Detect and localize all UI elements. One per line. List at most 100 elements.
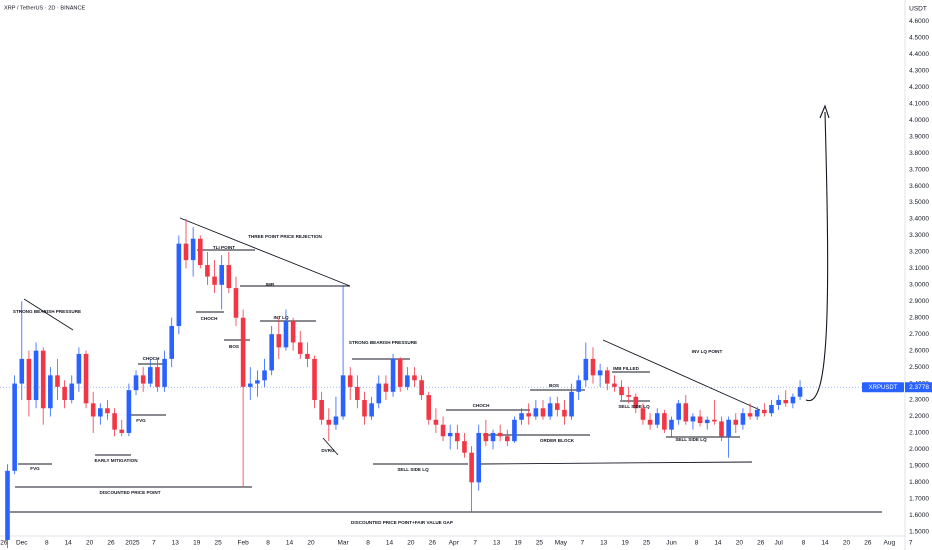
x-tick-label: 19 <box>621 540 629 547</box>
candle-body <box>90 403 96 417</box>
candle-body <box>469 452 474 483</box>
candle-body <box>255 380 260 384</box>
candle-body <box>726 419 731 437</box>
y-tick-label: 3.4000 <box>909 216 929 223</box>
x-tick-label: Mar <box>337 540 349 547</box>
candle-body <box>155 367 160 387</box>
candle-body <box>576 380 582 392</box>
annotation-label: EARLY MITIGATION <box>94 458 138 463</box>
y-tick-label: 1.9000 <box>909 463 929 470</box>
annotation-label: CHOCH <box>143 356 161 361</box>
candle-body <box>604 370 610 384</box>
candle-body <box>654 413 660 425</box>
candle-body <box>597 370 603 376</box>
annotation-label: CHOCH <box>201 316 219 321</box>
y-tick-label: 3.0000 <box>909 282 929 289</box>
candle-body <box>290 321 296 343</box>
annotation-label: STRONG BEARISH PRESSURE <box>349 340 417 345</box>
candle-body <box>526 413 532 417</box>
y-tick-label: 1.6000 <box>909 512 929 519</box>
candle-body <box>176 243 182 326</box>
candle-body <box>540 408 546 417</box>
x-tick-label: Aug <box>884 540 896 547</box>
candle-body <box>512 419 517 442</box>
candle-body <box>133 375 139 391</box>
x-tick-label: Apr <box>449 540 460 547</box>
candle-body <box>504 436 510 442</box>
x-tick-label: 7 <box>580 540 584 547</box>
candle-body <box>205 265 210 277</box>
candle-body <box>162 358 167 387</box>
x-tick-label: 13 <box>600 540 608 547</box>
price-tag-bg <box>905 382 932 393</box>
candle-body <box>405 375 410 387</box>
candle-body <box>169 325 175 359</box>
annotation-label: FVG <box>30 466 40 471</box>
x-tick-label: 14 <box>821 540 829 547</box>
candle-body <box>583 358 589 381</box>
y-tick-label: 4.6000 <box>909 18 929 25</box>
candle-body <box>333 416 339 425</box>
candle-body <box>119 429 125 433</box>
y-tick-label: 2.7000 <box>909 331 929 338</box>
x-tick-label: 8 <box>366 540 370 547</box>
candle-body <box>126 390 132 433</box>
candle-body <box>776 400 781 405</box>
y-tick-label: 2.8000 <box>909 314 929 321</box>
drawing-line <box>23 298 74 331</box>
candle-body <box>704 419 710 424</box>
candle-body <box>247 383 253 387</box>
x-tick-label: 13 <box>172 540 180 547</box>
symbol-tag-bg <box>862 382 904 393</box>
candle-body <box>647 419 653 425</box>
candle-body <box>519 413 524 420</box>
annotation-label: SELL SIDE LQ <box>397 467 429 472</box>
x-tick-label: 20 <box>736 540 744 547</box>
x-tick-label: 14 <box>286 540 294 547</box>
candle-body <box>76 353 82 384</box>
annotation-label: DVRG <box>321 448 335 453</box>
x-tick-label: 26 <box>107 540 115 547</box>
x-tick-label: 8 <box>802 540 806 547</box>
candle-body <box>662 413 667 430</box>
x-tick-label: 14 <box>65 540 73 547</box>
candle-body <box>197 238 203 266</box>
candle-body <box>33 350 39 401</box>
candle-body <box>26 358 32 401</box>
x-tick-label: May <box>555 540 568 547</box>
price-tag: 2.3778 <box>909 384 929 391</box>
candle-body <box>712 419 717 422</box>
y-tick-label: 2.9000 <box>909 298 929 305</box>
candle-body <box>112 413 117 430</box>
annotation-label: BOS <box>229 344 239 349</box>
candle-body <box>40 350 46 409</box>
candle-body <box>383 383 389 392</box>
x-tick-label: 25 <box>643 540 651 547</box>
candle-body <box>619 386 624 396</box>
candle-body <box>212 276 217 285</box>
x-tick-label: 8 <box>266 540 270 547</box>
y-tick-label: 4.0000 <box>909 117 929 124</box>
arrow-head <box>819 104 830 119</box>
candle-body <box>240 317 246 387</box>
candle-body <box>740 413 746 425</box>
candle-body <box>226 265 232 289</box>
candle-body <box>297 342 303 354</box>
candle-body <box>412 375 417 381</box>
candle-body <box>305 353 310 359</box>
candle-body <box>683 403 689 422</box>
candle-body <box>490 432 496 442</box>
candle-body <box>533 408 539 417</box>
candle-body <box>419 380 424 396</box>
y-tick-label: 3.5000 <box>909 199 929 206</box>
candle-body <box>369 403 374 417</box>
candle-body <box>312 358 317 401</box>
candle-body <box>569 391 574 417</box>
drawing-line <box>179 217 351 287</box>
candle-body <box>140 375 146 384</box>
candle-body <box>347 375 353 387</box>
candle-body <box>426 395 432 420</box>
y-axis-label: USDT <box>909 6 927 13</box>
